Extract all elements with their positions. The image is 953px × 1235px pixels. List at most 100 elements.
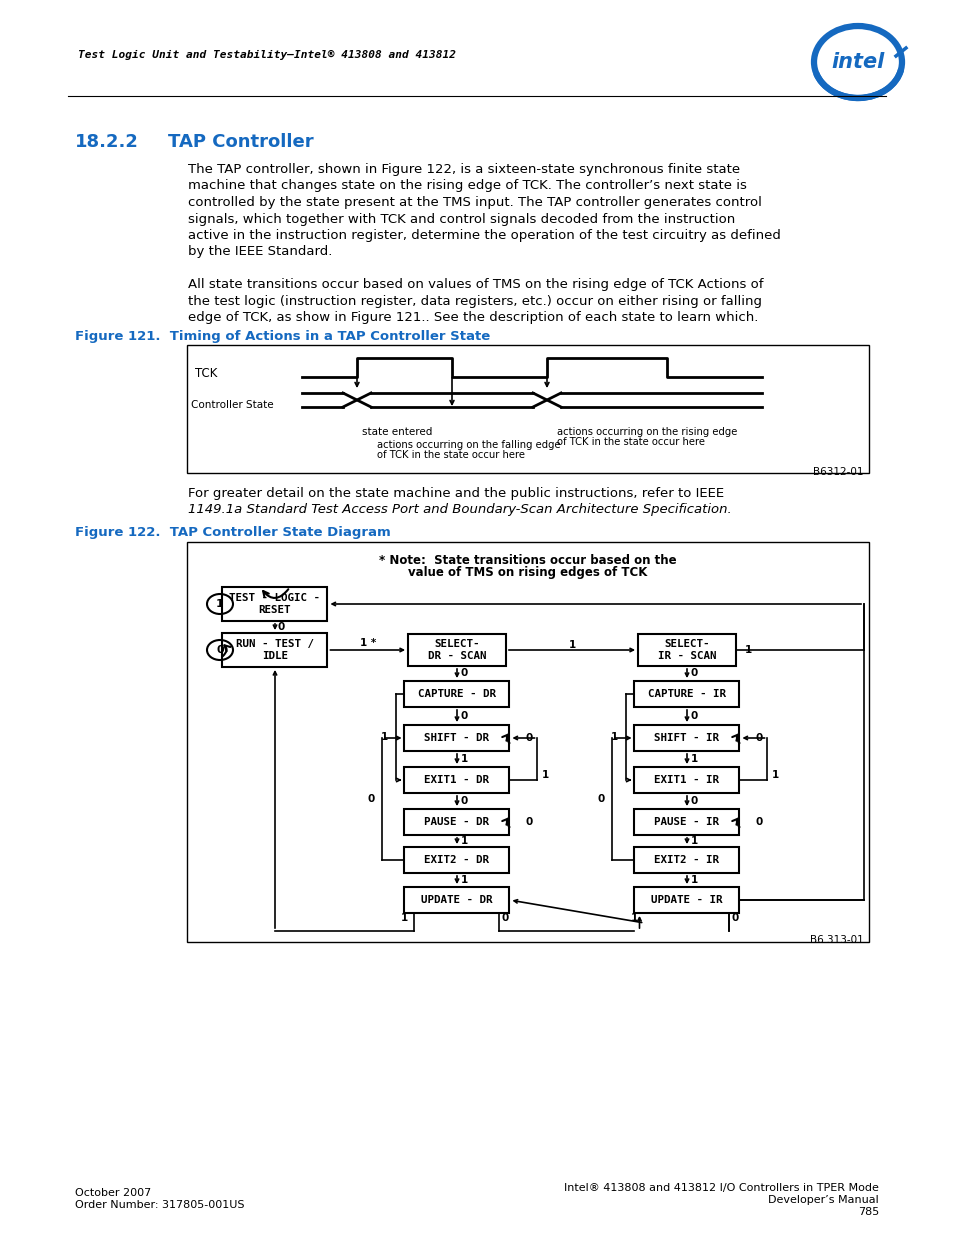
Text: 1: 1 xyxy=(771,769,779,781)
Text: SELECT-
IR - SCAN: SELECT- IR - SCAN xyxy=(657,640,716,661)
Bar xyxy=(634,847,739,873)
Text: TEST - LOGIC -
RESET: TEST - LOGIC - RESET xyxy=(230,593,320,615)
Text: Developer’s Manual: Developer’s Manual xyxy=(767,1195,878,1205)
Text: 1: 1 xyxy=(400,913,408,923)
Bar xyxy=(187,542,868,942)
Ellipse shape xyxy=(817,30,897,94)
Text: 0: 0 xyxy=(597,794,604,804)
Text: RUN - TEST /
IDLE: RUN - TEST / IDLE xyxy=(235,640,314,661)
Text: October 2007: October 2007 xyxy=(75,1188,152,1198)
Text: of TCK in the state occur here: of TCK in the state occur here xyxy=(376,450,524,459)
Text: All state transitions occur based on values of TMS on the rising edge of TCK Act: All state transitions occur based on val… xyxy=(188,278,762,291)
Text: SHIFT - DR: SHIFT - DR xyxy=(424,734,489,743)
Text: B6312-01: B6312-01 xyxy=(813,467,863,477)
Bar xyxy=(634,887,739,913)
Bar xyxy=(404,847,509,873)
Text: SHIFT - IR: SHIFT - IR xyxy=(654,734,719,743)
Bar xyxy=(638,634,735,666)
Text: of TCK in the state occur here: of TCK in the state occur here xyxy=(557,437,704,447)
Text: 0: 0 xyxy=(460,711,467,721)
Text: 0: 0 xyxy=(731,913,739,923)
Bar xyxy=(634,680,739,706)
Text: 0: 0 xyxy=(367,794,375,804)
Text: 1: 1 xyxy=(460,836,467,846)
Bar xyxy=(187,345,868,473)
Text: CAPTURE - DR: CAPTURE - DR xyxy=(417,689,496,699)
Text: PAUSE - IR: PAUSE - IR xyxy=(654,818,719,827)
Text: 0: 0 xyxy=(755,818,762,827)
Text: EXIT2 - DR: EXIT2 - DR xyxy=(424,855,489,864)
Text: 1149.1a Standard Test Access Port and Boundary-Scan Architecture Specification.: 1149.1a Standard Test Access Port and Bo… xyxy=(188,504,731,516)
Text: Figure 121.  Timing of Actions in a TAP Controller State: Figure 121. Timing of Actions in a TAP C… xyxy=(75,330,490,343)
Text: 0: 0 xyxy=(755,734,762,743)
Text: active in the instruction register, determine the operation of the test circuitr: active in the instruction register, dete… xyxy=(188,228,781,242)
Bar xyxy=(222,634,327,667)
Bar xyxy=(404,725,509,751)
Text: 0: 0 xyxy=(277,622,284,632)
Text: 1: 1 xyxy=(216,599,224,609)
Text: 0: 0 xyxy=(690,711,697,721)
Text: 1: 1 xyxy=(743,645,751,655)
Text: 1 *: 1 * xyxy=(359,638,375,648)
Text: B6 313-01: B6 313-01 xyxy=(809,935,863,945)
Text: UPDATE - IR: UPDATE - IR xyxy=(651,895,722,905)
Text: intel: intel xyxy=(830,52,883,72)
Bar xyxy=(222,587,327,621)
Text: 0: 0 xyxy=(690,797,697,806)
Text: 1: 1 xyxy=(690,755,697,764)
Text: by the IEEE Standard.: by the IEEE Standard. xyxy=(188,246,332,258)
Text: 0: 0 xyxy=(525,818,533,827)
Text: 1: 1 xyxy=(611,732,618,742)
Text: 1: 1 xyxy=(460,876,467,885)
Text: 0: 0 xyxy=(460,797,467,806)
Text: machine that changes state on the rising edge of TCK. The controller’s next stat: machine that changes state on the rising… xyxy=(188,179,746,193)
Text: 1: 1 xyxy=(690,836,697,846)
Text: 0: 0 xyxy=(216,645,224,655)
Text: actions occurring on the falling edge: actions occurring on the falling edge xyxy=(376,440,560,450)
Text: 0: 0 xyxy=(690,668,697,678)
Text: EXIT1 - DR: EXIT1 - DR xyxy=(424,776,489,785)
Text: 785: 785 xyxy=(857,1207,878,1216)
Bar xyxy=(404,680,509,706)
Text: EXIT1 - IR: EXIT1 - IR xyxy=(654,776,719,785)
Text: 1: 1 xyxy=(541,769,549,781)
Text: TAP Controller: TAP Controller xyxy=(168,133,314,151)
Text: 0: 0 xyxy=(460,668,467,678)
Bar xyxy=(404,809,509,835)
Bar xyxy=(634,725,739,751)
Text: value of TMS on rising edges of TCK: value of TMS on rising edges of TCK xyxy=(408,566,647,579)
Text: PAUSE - DR: PAUSE - DR xyxy=(424,818,489,827)
Text: 1: 1 xyxy=(690,876,697,885)
Text: Figure 122.  TAP Controller State Diagram: Figure 122. TAP Controller State Diagram xyxy=(75,526,391,538)
Text: Intel® 413808 and 413812 I/O Controllers in TPER Mode: Intel® 413808 and 413812 I/O Controllers… xyxy=(563,1183,878,1193)
Text: SELECT-
DR - SCAN: SELECT- DR - SCAN xyxy=(427,640,486,661)
Bar xyxy=(408,634,505,666)
Text: 1: 1 xyxy=(460,755,467,764)
Text: CAPTURE - IR: CAPTURE - IR xyxy=(647,689,725,699)
Text: 1: 1 xyxy=(630,913,638,923)
Text: the test logic (instruction register, data registers, etc.) occur on either risi: the test logic (instruction register, da… xyxy=(188,294,761,308)
Text: 0: 0 xyxy=(501,913,509,923)
Text: signals, which together with TCK and control signals decoded from the instructio: signals, which together with TCK and con… xyxy=(188,212,735,226)
Text: state entered: state entered xyxy=(361,427,432,437)
Text: 18.2.2: 18.2.2 xyxy=(75,133,139,151)
Text: UPDATE - DR: UPDATE - DR xyxy=(421,895,493,905)
Bar xyxy=(634,809,739,835)
Text: EXIT2 - IR: EXIT2 - IR xyxy=(654,855,719,864)
Text: 1: 1 xyxy=(568,640,575,650)
Text: For greater detail on the state machine and the public instructions, refer to IE: For greater detail on the state machine … xyxy=(188,487,723,500)
Text: Order Number: 317805-001US: Order Number: 317805-001US xyxy=(75,1200,244,1210)
Text: Test Logic Unit and Testability–Intel® 413808 and 413812: Test Logic Unit and Testability–Intel® 4… xyxy=(78,49,456,61)
Text: controlled by the state present at the TMS input. The TAP controller generates c: controlled by the state present at the T… xyxy=(188,196,761,209)
Text: Controller State: Controller State xyxy=(191,400,274,410)
Text: actions occurring on the rising edge: actions occurring on the rising edge xyxy=(557,427,737,437)
Text: 1: 1 xyxy=(381,732,388,742)
Text: edge of TCK, as show in Figure 121.. See the description of each state to learn : edge of TCK, as show in Figure 121.. See… xyxy=(188,311,758,324)
Text: 0: 0 xyxy=(525,734,533,743)
Text: TCK: TCK xyxy=(194,367,217,380)
Bar xyxy=(404,887,509,913)
Text: The TAP controller, shown in Figure 122, is a sixteen-state synchronous finite s: The TAP controller, shown in Figure 122,… xyxy=(188,163,740,177)
Bar xyxy=(404,767,509,793)
Text: * Note:  State transitions occur based on the: * Note: State transitions occur based on… xyxy=(378,555,676,567)
Bar xyxy=(634,767,739,793)
